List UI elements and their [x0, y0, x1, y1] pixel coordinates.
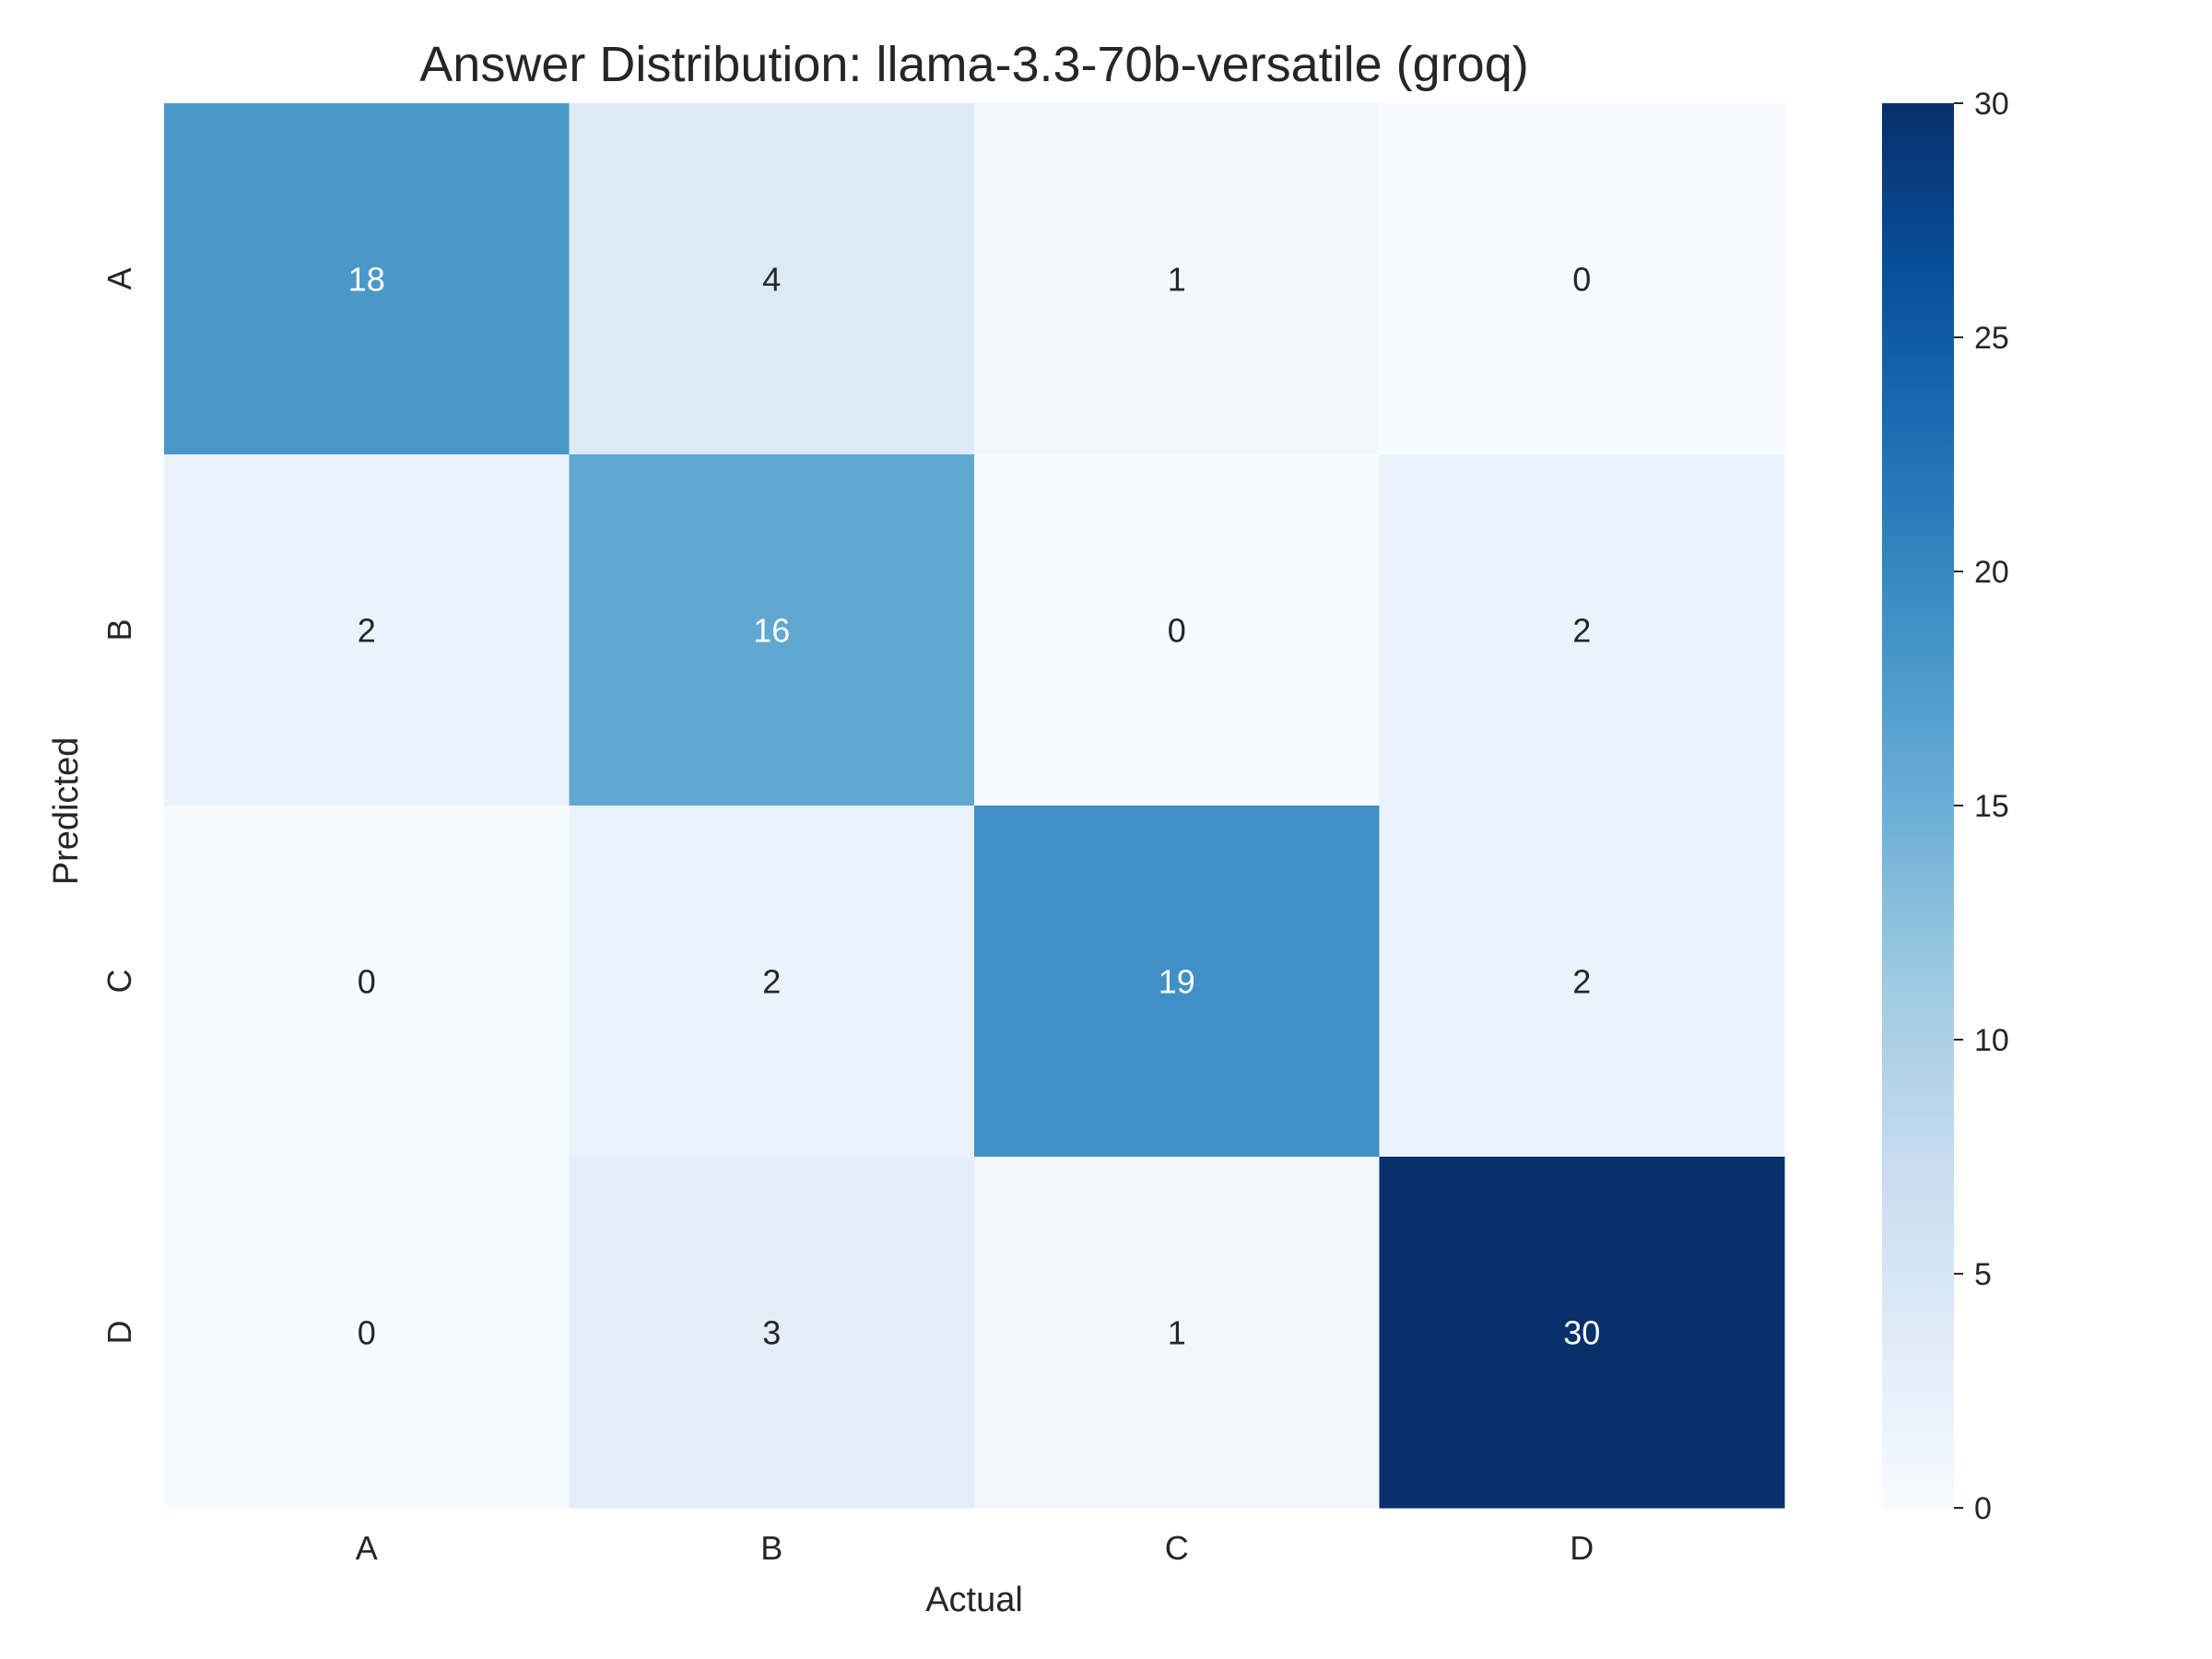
x-tick-label: C — [1165, 1529, 1189, 1567]
heatmap-cell-C-A — [164, 806, 570, 1158]
heatmap-cell-B-C — [974, 454, 1380, 806]
cell-value-label: 1 — [1168, 1314, 1186, 1352]
y-tick-label: D — [100, 1321, 138, 1345]
heatmap-cell-D-A — [164, 1157, 570, 1509]
colorbar: 0 5 10 15 20 25 30 — [1882, 87, 2009, 1526]
cell-value-label: 4 — [762, 261, 781, 299]
cell-value-label: 3 — [762, 1314, 781, 1352]
y-tick-label: C — [100, 970, 138, 994]
heatmap-cell-B-B — [569, 454, 975, 806]
x-tick-label: A — [356, 1529, 378, 1567]
cell-value-label: 0 — [1572, 261, 1591, 299]
heatmap-cell-A-C — [974, 103, 1380, 455]
cell-value-label: 18 — [348, 261, 385, 299]
y-tick-label: B — [100, 618, 138, 641]
heatmap-cell-D-D — [1379, 1157, 1785, 1509]
cell-value-label: 2 — [1572, 612, 1591, 650]
cell-value-label: 2 — [762, 963, 781, 1001]
x-axis-label: Actual — [925, 1581, 1023, 1619]
y-tick-label: A — [100, 267, 138, 289]
cell-value-label: 0 — [358, 1314, 376, 1352]
colorbar-tick-label: 20 — [1974, 555, 2009, 590]
colorbar-tick-label: 30 — [1974, 87, 2009, 122]
cell-value-label: 30 — [1563, 1314, 1600, 1352]
heatmap-cell-C-C — [974, 806, 1380, 1158]
cell-value-label: 1 — [1168, 261, 1186, 299]
heatmap-cell-D-C — [974, 1157, 1380, 1509]
cell-value-label: 2 — [358, 612, 376, 650]
cell-value-label: 16 — [753, 612, 790, 650]
colorbar-tick-label: 10 — [1974, 1023, 2009, 1058]
cell-value-label: 19 — [1159, 963, 1195, 1001]
colorbar-tick-label: 0 — [1974, 1491, 1992, 1526]
x-axis-ticks: A B C D — [356, 1529, 1594, 1567]
heatmap-cell-D-B — [569, 1157, 975, 1509]
colorbar-tick-label: 15 — [1974, 789, 2009, 824]
chart-title: Answer Distribution: llama-3.3-70b-versa… — [419, 37, 1528, 92]
heatmap-cell-C-D — [1379, 806, 1785, 1158]
colorbar-tick-label: 25 — [1974, 321, 2009, 356]
y-axis-ticks: A B C D — [100, 267, 138, 1344]
heatmap-cell-A-A — [164, 103, 570, 455]
cell-value-label: 2 — [1572, 963, 1591, 1001]
colorbar-tick-label: 5 — [1974, 1257, 1992, 1292]
y-axis-label: Predicted — [47, 737, 86, 886]
x-tick-label: B — [760, 1529, 782, 1567]
heatmap-cell-A-D — [1379, 103, 1785, 455]
cell-value-label: 0 — [358, 963, 376, 1001]
heatmap-cell-B-A — [164, 454, 570, 806]
heatmap-cell-B-D — [1379, 454, 1785, 806]
colorbar-gradient — [1882, 103, 1954, 1508]
heatmap-cells: 18 4 1 0 2 16 0 2 0 2 19 2 0 3 1 30 — [164, 103, 1785, 1509]
heatmap-cell-C-B — [569, 806, 975, 1158]
heatmap-cell-A-B — [569, 103, 975, 455]
cell-value-label: 0 — [1168, 612, 1186, 650]
x-tick-label: D — [1570, 1529, 1594, 1567]
